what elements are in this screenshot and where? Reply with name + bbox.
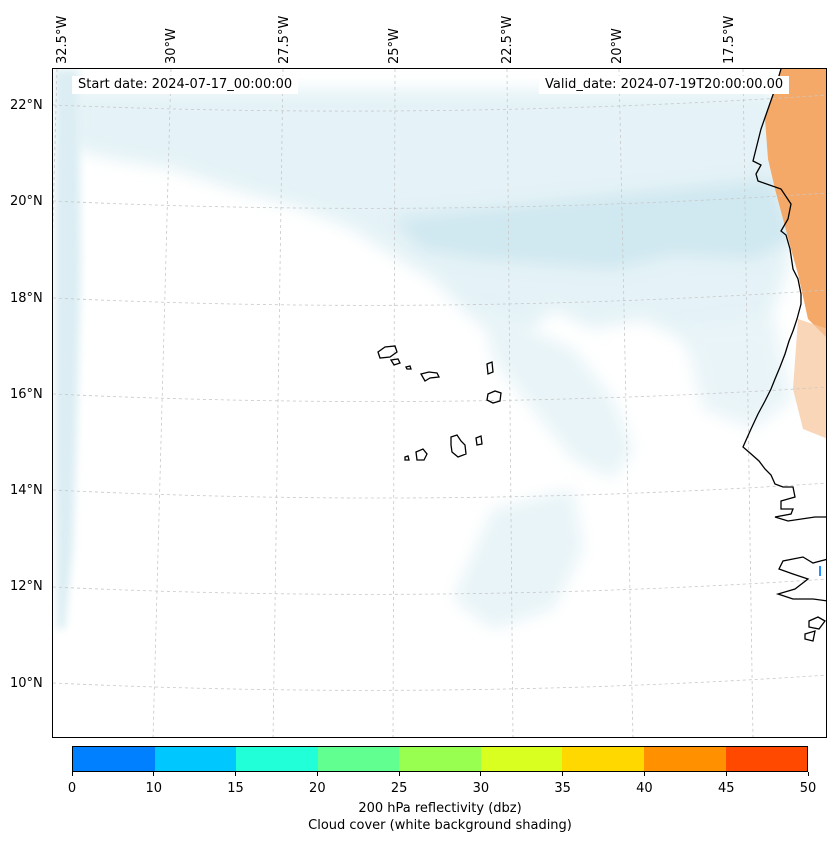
colorbar-segment	[73, 747, 155, 771]
land-shading-senegal-fringe	[793, 319, 826, 439]
land-shading-mauritania	[765, 69, 826, 337]
colorbar-segment	[643, 747, 726, 771]
valid-date-label: Valid_date: 2024-07-19T20:00:00.00	[539, 76, 790, 94]
latitude-label-22n: 22°N	[10, 98, 43, 113]
cloud-streak-south	[453, 489, 583, 629]
map-canvas	[53, 69, 826, 737]
gridline-lon-17-5w	[742, 69, 754, 737]
colorbar-tick-mark	[480, 772, 482, 776]
colorbar-tick-label: 10	[145, 781, 163, 796]
island-fogo	[415, 448, 428, 461]
colorbar-tick-mark	[235, 772, 237, 776]
colorbar-segment	[480, 747, 563, 771]
colorbar-tick-label: 30	[472, 781, 490, 796]
colorbar-segment	[399, 747, 481, 771]
island-santiago	[450, 434, 467, 458]
colorbar-sublabel: Cloud cover (white background shading)	[308, 818, 572, 833]
cloud-cover-shading	[55, 69, 793, 629]
colorbar-tick-mark	[643, 772, 645, 776]
island-sao-vicente	[389, 358, 401, 366]
colorbar-tick-label: 35	[554, 781, 571, 796]
colorbar-segment	[154, 747, 237, 771]
cape-verde-islands	[377, 345, 502, 461]
colorbar-tick-label: 25	[390, 781, 408, 796]
cloud-east-drift	[683, 319, 793, 429]
colorbar-tick-mark	[153, 772, 155, 776]
latitude-label-16n: 16°N	[10, 387, 43, 402]
longitude-label-17-5w: 17.5°W	[722, 15, 737, 64]
gridline-lat-12n	[53, 578, 826, 595]
latitude-label-12n: 12°N	[10, 579, 43, 594]
gridline-lat-14n	[53, 482, 826, 499]
latitude-label-14n: 14°N	[10, 483, 43, 498]
longitude-label-32-5w: 32.5°W	[55, 15, 70, 64]
gridline-lat-10n	[53, 674, 826, 691]
gridline-lat-22n	[53, 94, 826, 112]
gridlines	[53, 69, 826, 737]
land-shading	[765, 69, 826, 439]
africa-coastline	[742, 69, 826, 522]
colorbar-tick-label: 45	[717, 781, 735, 796]
colorbar-segment	[236, 747, 318, 771]
gridline-lon-27-5w	[272, 69, 284, 737]
island-santa-luzia	[405, 365, 412, 370]
gridline-lat-18n	[53, 289, 826, 306]
colorbar-tick-label: 20	[309, 781, 326, 796]
gridline-lon-30w	[152, 69, 172, 737]
colorbar-segment	[562, 747, 644, 771]
longitude-label-27-5w: 27.5°W	[277, 15, 292, 64]
bijagos-islands	[804, 616, 826, 642]
latitude-label-10n: 10°N	[10, 676, 43, 691]
colorbar-tick-label: 0	[67, 781, 77, 796]
colorbar-tick-label: 15	[227, 781, 244, 796]
gridline-lat-16n	[53, 386, 826, 402]
gridline-lon-20w	[618, 69, 634, 737]
latitude-label-20n: 20°N	[10, 194, 43, 209]
island-sal	[486, 361, 494, 375]
colorbar-label: 200 hPa reflectivity (dbz)	[358, 801, 522, 816]
cloud-west-edge	[55, 69, 81, 629]
colorbar-tick-mark	[807, 772, 809, 776]
colorbar	[72, 746, 808, 772]
start-date-label: Start date: 2024-07-17_00:00:00	[72, 76, 299, 94]
cloud-band-core	[393, 179, 793, 269]
island-boa-vista	[486, 390, 502, 404]
longitude-label-30w: 30°W	[164, 28, 179, 64]
colorbar-segment	[317, 747, 400, 771]
gridline-lat-20n	[53, 192, 826, 209]
longitude-label-22-5w: 22.5°W	[500, 15, 515, 64]
guinea-bissau-coast	[775, 556, 826, 602]
colorbar-segment	[725, 747, 808, 771]
island-brava	[404, 455, 410, 461]
map-panel	[52, 68, 827, 738]
island-maio	[475, 435, 483, 446]
gridline-lon-25w	[392, 69, 396, 737]
island-sao-nicolau	[420, 371, 440, 382]
colorbar-tick-mark	[316, 772, 318, 776]
latitude-label-18n: 18°N	[10, 291, 43, 306]
longitude-label-20w: 20°W	[610, 28, 625, 64]
gridline-lon-22-5w	[506, 69, 514, 737]
colorbar-tick-mark	[725, 772, 727, 776]
cloud-streak-central	[483, 309, 633, 479]
colorbar-tick-mark	[562, 772, 564, 776]
colorbar-tick-label: 40	[636, 781, 653, 796]
colorbar-tick-mark	[71, 772, 73, 776]
colorbar-tick-label: 50	[799, 781, 817, 796]
colorbar-tick-mark	[398, 772, 400, 776]
reflectivity-speck	[819, 566, 821, 576]
longitude-label-25w: 25°W	[387, 28, 402, 64]
coastlines	[742, 69, 826, 642]
island-santo-antao	[377, 345, 398, 359]
